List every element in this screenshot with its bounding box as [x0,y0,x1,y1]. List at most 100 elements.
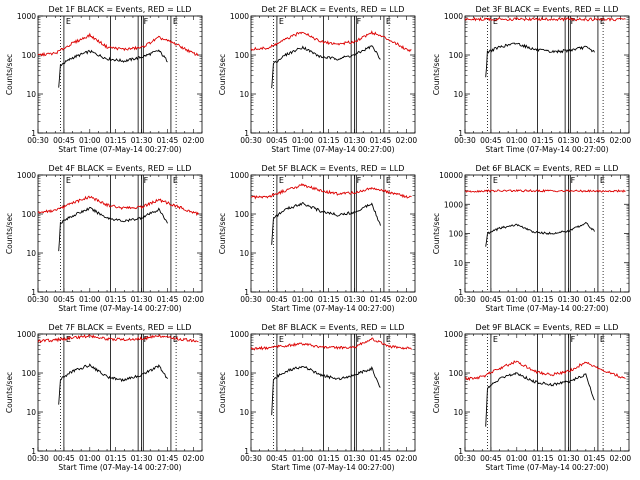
y-tick-label: 1 [458,129,463,138]
marker-label: E [386,176,391,185]
x-tick-label: 01:30 [344,454,366,463]
panel-det-4: Det 4F BLACK = Events, RED = LLD 1 10 100 10… [5,164,204,313]
x-tick-label: 01:45 [584,454,606,463]
x-tick-label: 01:00 [79,136,101,145]
panel-det-7: Det 7F BLACK = Events, RED = LLD 1 10 100 10… [5,323,204,472]
marker-label: F [571,176,576,185]
x-tick-label: 01:00 [506,295,528,304]
x-tick-label: 00:45 [480,295,502,304]
x-axis-label: Start Time (07-May-14 00:27:00) [58,304,181,313]
x-tick-label: 00:45 [480,136,502,145]
y-tick-label: 1 [244,129,249,138]
events-series-line [271,201,381,245]
marker-label: E [173,176,178,185]
y-tick-label: 1 [31,129,36,138]
x-tick-label: 01:00 [79,454,101,463]
x-tick-label: 00:30 [454,295,476,304]
y-axis-label: Counts/sec [218,213,227,254]
lld-series-line [251,182,412,200]
y-tick-label: 100 [22,369,37,378]
plot-frame [464,333,630,452]
marker-label: E [386,17,391,26]
plot-frame [464,15,630,134]
y-tick-label: 100 [235,210,250,219]
y-tick-label: 10 [239,90,249,99]
panel-title: Det 3F BLACK = Events, RED = LLD [476,5,619,14]
marker-label: E [66,335,71,344]
panel-title: Det 9F BLACK = Events, RED = LLD [476,323,619,332]
x-tick-label: 00:30 [27,454,49,463]
x-tick-label: 01:30 [131,136,153,145]
y-tick-label: 1000 [444,200,463,209]
marker-label: E [493,176,498,185]
y-tick-label: 100 [449,369,464,378]
x-tick-label: 00:30 [454,136,476,145]
marker-label: E [279,176,284,185]
x-tick-label: 01:45 [157,136,179,145]
panel-title: Det 8F BLACK = Events, RED = LLD [262,323,405,332]
panel-det-2: Det 2F BLACK = Events, RED = LLD 1 10 100 10… [218,5,417,154]
lld-series-line [37,195,199,217]
panel-title: Det 4F BLACK = Events, RED = LLD [49,164,192,173]
lld-series-line [37,32,199,57]
plot-frame [250,333,416,452]
y-tick-label: 1000 [444,12,463,21]
x-tick-label: 00:30 [27,295,49,304]
x-tick-label: 01:45 [370,136,392,145]
x-tick-label: 01:30 [344,136,366,145]
plot-frame [250,174,416,293]
x-tick-label: 01:15 [318,295,340,304]
x-tick-label: 02:00 [396,295,418,304]
marker-label: F [571,17,576,26]
x-tick-label: 01:30 [344,295,366,304]
marker-label: F [144,335,149,344]
y-tick-label: 10 [26,90,36,99]
events-series-line [271,365,381,416]
y-tick-label: 1 [244,447,249,456]
panel-det-1: Det 1F BLACK = Events, RED = LLD 1 10 100 10… [5,5,204,154]
y-tick-label: 100 [449,230,464,239]
lld-series-line [464,16,626,22]
events-series-line [58,363,168,405]
x-tick-label: 00:45 [53,454,75,463]
panel-title: Det 1F BLACK = Events, RED = LLD [49,5,192,14]
y-axis-label: Counts/sec [432,372,441,413]
x-tick-label: 01:15 [318,136,340,145]
y-tick-label: 10 [453,90,463,99]
y-tick-label: 1 [458,288,463,297]
y-tick-label: 1000 [17,330,36,339]
plot-frame [250,15,416,134]
events-series-line [58,49,168,88]
x-axis-label: Start Time (07-May-14 00:27:00) [271,463,394,472]
x-tick-label: 01:00 [79,295,101,304]
y-tick-label: 10 [26,408,36,417]
lld-series-line [37,334,199,344]
x-tick-label: 01:30 [131,454,153,463]
y-tick-label: 1 [244,288,249,297]
x-tick-label: 01:45 [584,295,606,304]
y-tick-label: 1000 [230,171,249,180]
x-tick-label: 00:30 [240,295,262,304]
marker-label: E [279,17,284,26]
x-tick-label: 01:15 [318,454,340,463]
panel-title: Det 5F BLACK = Events, RED = LLD [262,164,405,173]
events-series-line [485,221,595,247]
marker-label: F [144,17,149,26]
x-tick-label: 00:30 [454,454,476,463]
panel-det-3: Det 3F BLACK = Events, RED = LLD 1 10 100 10… [432,5,631,154]
x-axis-label: Start Time (07-May-14 00:27:00) [58,463,181,472]
x-tick-label: 01:30 [131,295,153,304]
x-tick-label: 01:00 [292,136,314,145]
x-tick-label: 00:45 [266,136,288,145]
marker-label: F [571,335,576,344]
x-tick-label: 02:00 [396,136,418,145]
y-axis-label: Counts/sec [218,372,227,413]
x-tick-label: 01:00 [292,454,314,463]
y-axis-label: Counts/sec [5,54,14,95]
plot-frame [37,333,203,452]
x-tick-label: 01:30 [558,454,580,463]
plot-frame [37,174,203,293]
marker-label: E [600,17,605,26]
x-tick-label: 01:00 [506,136,528,145]
